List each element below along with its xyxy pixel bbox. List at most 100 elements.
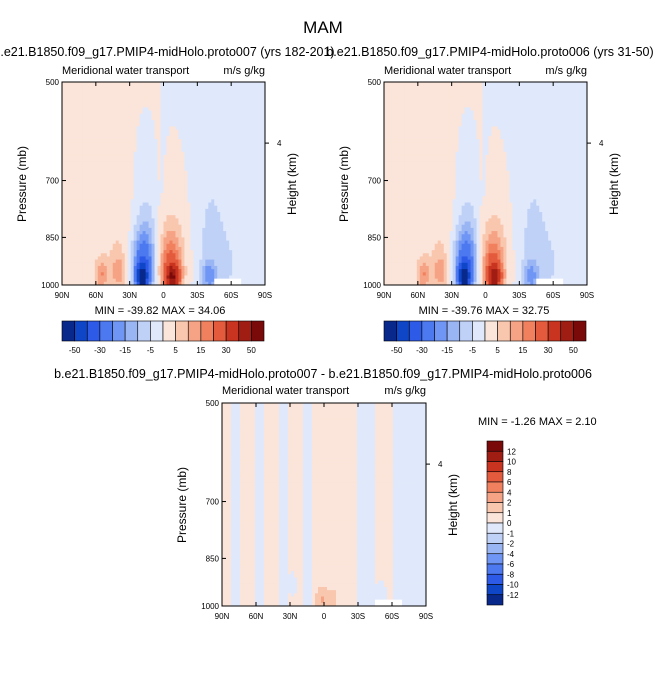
field-cell (208, 139, 212, 143)
field-cell (154, 167, 158, 172)
field-cell (533, 104, 537, 108)
field-cell (515, 107, 519, 111)
field-cell (509, 101, 513, 105)
field-cell (560, 101, 564, 105)
field-cell (169, 189, 173, 194)
field-cell (118, 82, 123, 86)
field-cell (160, 135, 164, 140)
field-cell (70, 167, 75, 172)
field-cell (166, 281, 170, 286)
field-cell (196, 101, 200, 105)
field-cell (127, 110, 132, 115)
field-cell (253, 101, 257, 105)
field-cell (148, 231, 152, 235)
field-cell (148, 186, 152, 191)
field-cell (232, 234, 236, 238)
field-cell (235, 212, 239, 216)
field-cell (157, 243, 161, 248)
field-cell (148, 269, 152, 273)
field-cell (220, 259, 224, 264)
field-cell (130, 218, 135, 222)
field-cell (214, 173, 218, 178)
field-cell (145, 123, 149, 127)
field-cell (193, 221, 197, 226)
field-cell (184, 231, 188, 235)
field-cell (446, 82, 451, 86)
field-cell (88, 142, 93, 146)
field-cell (172, 196, 176, 200)
field-cell (253, 132, 257, 137)
field-cell (169, 212, 173, 216)
field-cell (64, 278, 69, 283)
field-cell (62, 107, 66, 111)
field-cell (190, 253, 194, 257)
field-cell (205, 85, 209, 89)
field-cell (85, 129, 90, 134)
field-cell (124, 202, 129, 207)
field-cell (235, 167, 239, 172)
field-cell (184, 154, 188, 159)
field-cell (440, 91, 445, 96)
field-cell (94, 135, 99, 140)
field-cell (247, 139, 251, 143)
field-cell (205, 142, 209, 146)
field-cell (584, 82, 588, 86)
field-cell (130, 170, 135, 175)
field-cell (181, 91, 185, 96)
field-cell (232, 215, 236, 219)
field-cell (208, 275, 212, 280)
field-cell (247, 208, 251, 213)
field-cell (91, 82, 96, 86)
field-cell (539, 104, 543, 108)
field-cell (566, 97, 570, 102)
field-cell (169, 170, 173, 175)
field-cell (247, 199, 251, 203)
field-cell (154, 129, 158, 134)
field-cell (220, 193, 224, 197)
field-cell (208, 212, 212, 216)
field-cell (62, 167, 66, 172)
field-cell (127, 259, 132, 264)
field-cell (238, 107, 242, 111)
field-cell (214, 259, 218, 264)
field-cell (208, 85, 212, 89)
field-cell (193, 237, 197, 241)
field-cell (82, 139, 87, 143)
field-cell (154, 177, 158, 181)
field-cell (217, 94, 221, 99)
field-cell (124, 205, 129, 210)
field-cell (208, 218, 212, 222)
field-cell (172, 82, 176, 86)
field-cell (244, 82, 248, 86)
field-cell (241, 142, 245, 146)
field-cell (392, 82, 397, 86)
field-cell (193, 154, 197, 159)
field-cell (166, 91, 170, 96)
field-cell (112, 164, 117, 169)
field-cell (244, 278, 248, 283)
field-cell (491, 97, 495, 102)
field-cell (62, 88, 66, 92)
field-cell (515, 91, 519, 96)
field-cell (133, 186, 138, 191)
field-cell (398, 104, 403, 108)
field-cell (154, 88, 158, 92)
field-cell (100, 246, 105, 251)
field-cell (181, 135, 185, 140)
field-cell (178, 243, 182, 248)
field-cell (566, 91, 570, 96)
field-cell (76, 243, 81, 248)
field-cell (259, 231, 263, 235)
field-cell (256, 227, 260, 232)
field-cell (154, 120, 158, 124)
field-cell (262, 164, 266, 169)
field-cell (262, 120, 266, 124)
field-cell (208, 234, 212, 238)
field-cell (151, 193, 155, 197)
field-cell (217, 123, 221, 127)
field-cell (100, 199, 105, 203)
field-cell (235, 126, 239, 130)
field-cell (82, 224, 87, 229)
field-cell (118, 183, 123, 188)
field-cell (154, 135, 158, 140)
